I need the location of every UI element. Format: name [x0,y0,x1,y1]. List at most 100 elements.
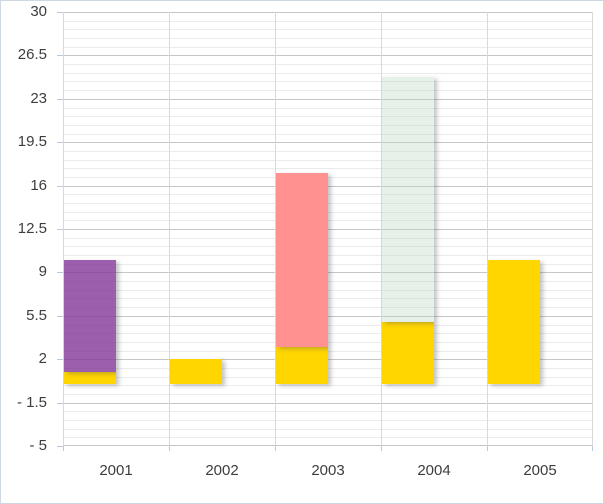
bar-segment-yellow-series[interactable] [170,359,222,384]
y-gridline-minor [63,64,593,66]
y-axis-label: 19.5 [17,133,47,151]
y-axis-label: 26.5 [17,46,47,64]
y-axis-label: 12.5 [17,220,47,237]
y-gridline-minor [63,116,593,118]
y-gridline-minor [63,341,593,343]
y-gridline-minor [63,350,593,352]
y-gridline-major [63,142,593,144]
x-axis-label: 2004 [417,462,451,479]
y-gridline-major [63,55,593,57]
y-axis-label: 30 [30,3,47,20]
y-gridline-minor [63,255,593,256]
y-axis-label: 23 [30,89,47,107]
y-gridline-minor [63,298,593,300]
bar-segment-mint-series[interactable] [382,76,434,322]
y-axis-label: 16 [30,176,47,194]
x-axis-tick [275,446,276,451]
y-gridline-major [63,12,593,13]
y-gridline-minor [63,29,593,31]
y-gridline-minor [63,159,593,161]
y-axis-label: - 1.5 [16,393,47,411]
y-gridline-major [63,315,593,317]
y-gridline-minor [63,237,593,239]
bar-segment-purple-series[interactable] [64,260,116,372]
bar-segment-yellow-series[interactable] [382,322,434,384]
x-axis-tick [381,446,382,451]
y-gridline-minor [63,168,593,170]
y-gridline-minor [63,263,593,265]
y-gridline-minor [63,38,593,39]
y-gridline-minor [63,385,593,387]
y-gridline-minor [63,46,593,48]
plot-area [63,12,593,446]
y-gridline-major [63,185,593,187]
y-axis-tick [57,55,63,57]
x-axis-tick [592,446,593,451]
y-gridline-minor [63,307,593,309]
y-gridline-minor [63,324,593,326]
y-gridline-major [63,359,593,361]
x-axis-tick [487,446,488,451]
y-gridline-minor [63,176,593,178]
y-axis-tick [57,315,63,317]
y-gridline-major [63,272,593,274]
y-gridline-minor [63,333,593,335]
y-axis-tick [57,359,63,361]
y-axis-tick [57,98,63,100]
y-axis-label: - 5 [29,437,47,454]
x-axis-label: 2002 [205,462,239,479]
y-gridline-minor [63,107,593,109]
y-axis-label: 5.5 [26,306,47,324]
y-axis-tick [57,229,63,230]
y-gridline-minor [63,81,593,83]
y-gridline-minor [63,220,593,222]
y-gridline-major [63,98,593,100]
y-gridline-major [63,229,593,230]
y-gridline-minor [63,203,593,204]
x-axis-label: 2001 [99,462,133,479]
y-gridline-minor [63,367,593,369]
y-gridline-minor [63,420,593,421]
y-gridline-minor [63,376,593,378]
y-axis-label: 2 [38,350,47,368]
y-axis-tick [57,12,63,13]
x-axis-tick [169,446,170,451]
y-gridline-minor [63,194,593,196]
x-gridline [169,12,170,446]
y-gridline-minor [63,133,593,135]
y-gridline-major [63,402,593,404]
bar-segment-yellow-series[interactable] [488,260,540,384]
y-axis-tick [57,402,63,404]
y-gridline-minor [63,393,593,395]
y-axis-tick [57,185,63,187]
y-gridline-minor [63,289,593,291]
x-gridline [63,12,64,446]
x-gridline [381,12,382,446]
y-gridline-minor [63,281,593,283]
y-axis-tick [57,446,63,447]
x-gridline [487,12,488,446]
y-gridline-major [63,445,593,446]
y-axis-tick [57,272,63,274]
y-gridline-minor [63,150,593,152]
y-gridline-minor [63,246,593,248]
y-gridline-minor [63,437,593,439]
y-gridline-minor [63,428,593,430]
bar-segment-pink-series[interactable] [276,173,328,347]
bar-segment-yellow-series[interactable] [64,371,116,384]
x-axis-label: 2003 [311,462,345,479]
y-gridline-minor [63,72,593,74]
y-gridline-minor [63,90,593,92]
y-gridline-minor [63,124,593,126]
x-axis-tick [63,446,64,451]
y-axis-label: 9 [38,263,47,281]
y-gridline-minor [63,211,593,213]
y-gridline-minor [63,20,593,22]
x-gridline [592,12,593,446]
y-axis-tick [57,142,63,144]
y-gridline-minor [63,411,593,413]
x-gridline [275,12,276,446]
x-axis-label: 2005 [523,462,557,479]
bar-segment-yellow-series[interactable] [276,346,328,384]
